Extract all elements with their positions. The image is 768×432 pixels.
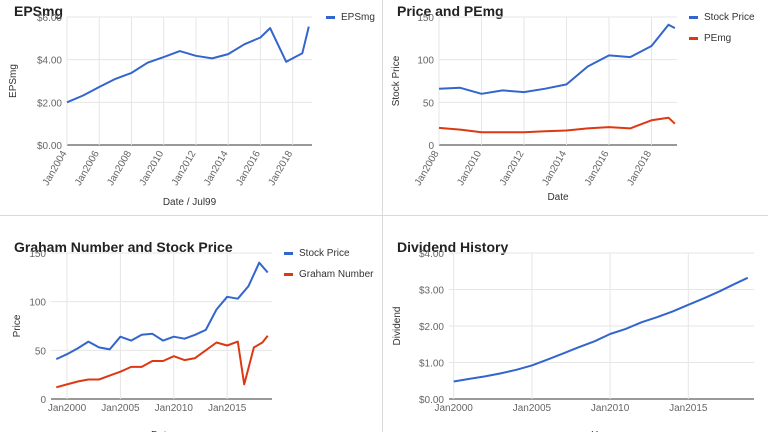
- legend-label: Stock Price: [704, 12, 755, 23]
- x-axis-title: Date: [547, 192, 569, 203]
- y-tick-label: $6.00: [37, 13, 62, 24]
- x-tick-label: Jan2000: [435, 403, 474, 414]
- graham-chart-panel: Graham Number and Stock Price 0 50 100 150 Ja…: [0, 216, 382, 432]
- legend-swatch: [689, 37, 698, 40]
- x-tick-label: Jan2016: [583, 149, 612, 188]
- series-line-stock-price: [438, 23, 676, 95]
- series-line-pemg: [438, 116, 676, 134]
- x-tick-label: Jan2018: [625, 149, 654, 188]
- x-axis-title: Year: [591, 430, 612, 432]
- y-tick-label: 50: [35, 346, 47, 357]
- y-tick-label: $2.00: [419, 322, 444, 333]
- x-tick-label: Jan2005: [101, 403, 140, 414]
- x-axis-title: Date / Jul99: [163, 197, 217, 208]
- legend-label: Stock Price: [299, 248, 350, 259]
- y-axis-title: Price: [12, 314, 23, 337]
- legend-swatch: [326, 16, 335, 19]
- x-tick-label: Jan2010: [591, 403, 630, 414]
- chart-title: Dividend History: [397, 239, 508, 255]
- dividend-chart: Dividend History $0.00 $1.00 $2.00 $3.00 $4.0…: [392, 239, 754, 432]
- y-axis-title: EPSmg: [8, 64, 19, 98]
- x-tick-label: Jan2008: [413, 149, 442, 188]
- y-tick-label: $0.00: [37, 141, 62, 152]
- x-tick-label: Jan2012: [498, 149, 527, 188]
- y-tick-label: $2.00: [37, 98, 62, 109]
- price-pe-chart-panel: Price and PEmg 0 50 100 150 Jan2008 Jan2010 Jan…: [383, 0, 768, 215]
- y-tick-label: $1.00: [419, 359, 444, 370]
- y-tick-label: $4.00: [419, 249, 444, 260]
- x-tick-label: Jan2008: [105, 149, 134, 188]
- legend-label: Graham Number: [299, 269, 374, 280]
- x-axis-title: Date: [151, 430, 173, 432]
- chart-title: Price and PEmg: [397, 3, 504, 19]
- x-tick-label: Jan2018: [267, 149, 296, 188]
- legend-label: EPSmg: [341, 12, 375, 23]
- x-tick-label: Jan2010: [155, 403, 194, 414]
- series-line-epsmg: [66, 26, 310, 104]
- x-tick-label: Jan2006: [73, 149, 102, 188]
- legend-swatch: [689, 16, 698, 19]
- graham-chart: Graham Number and Stock Price 0 50 100 150 Ja…: [12, 239, 374, 432]
- eps-chart-panel: EPSmg $0.00 $2.00 $4.00 $6.00 Jan2004 Jan2006 J…: [0, 0, 382, 215]
- series-line-graham-number: [56, 335, 269, 389]
- y-tick-label: 50: [423, 98, 435, 109]
- dividend-chart-panel: Dividend History $0.00 $1.00 $2.00 $3.00 $4.0…: [383, 216, 768, 432]
- x-tick-label: Jan2014: [540, 149, 569, 188]
- y-tick-label: 100: [29, 298, 46, 309]
- y-tick-label: $3.00: [419, 286, 444, 297]
- y-tick-label: 150: [417, 13, 434, 24]
- legend-label: PEmg: [704, 33, 731, 44]
- chart-title: Graham Number and Stock Price: [14, 239, 233, 255]
- x-tick-label: Jan2016: [234, 149, 263, 188]
- y-tick-label: 150: [29, 249, 46, 260]
- panel-divider-vertical: [382, 0, 383, 432]
- y-tick-label: 0: [428, 141, 434, 152]
- y-tick-label: $0.00: [419, 395, 444, 406]
- y-tick-label: $4.00: [37, 56, 62, 67]
- legend-swatch: [284, 252, 293, 255]
- y-axis-title: Dividend: [392, 307, 403, 346]
- x-tick-label: Jan2014: [202, 149, 231, 188]
- y-tick-label: 100: [417, 56, 434, 67]
- x-tick-label: Jan2015: [208, 403, 247, 414]
- y-tick-label: 0: [40, 395, 46, 406]
- legend-swatch: [284, 273, 293, 276]
- x-tick-label: Jan2010: [138, 149, 167, 188]
- chart-title: EPSmg: [14, 3, 63, 19]
- series-line-stock-price: [55, 261, 269, 361]
- x-tick-label: Jan2012: [170, 149, 199, 188]
- panel-divider-horizontal: [0, 215, 768, 216]
- x-tick-label: Jan2010: [455, 149, 484, 188]
- price-pe-chart: Price and PEmg 0 50 100 150 Jan2008 Jan2010 Jan…: [391, 3, 755, 203]
- series-line-dividend: [453, 276, 749, 383]
- x-tick-label: Jan2005: [513, 403, 552, 414]
- x-tick-label: Jan2015: [669, 403, 708, 414]
- y-axis-title: Stock Price: [391, 55, 402, 106]
- x-tick-label: Jan2000: [48, 403, 87, 414]
- x-tick-label: Jan2004: [41, 149, 70, 188]
